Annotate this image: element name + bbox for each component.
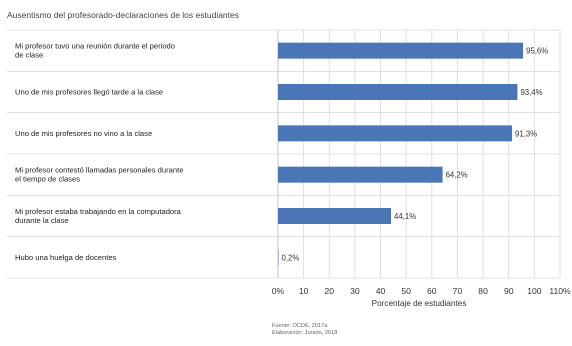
category-label-line: durante la clase — [15, 216, 69, 225]
bar — [278, 249, 279, 266]
x-tick-label: 60 — [427, 286, 437, 296]
x-tick-label: 110% — [549, 286, 571, 296]
category-label: Uno de mis profesores llegó tarde a la c… — [15, 88, 163, 97]
category-label-line: Hubo una huelga de docentes — [15, 253, 117, 262]
x-tick-label: 20 — [324, 286, 334, 296]
chart-title: Ausentismo del profesorado-declaraciones… — [7, 10, 239, 20]
data-label: 64,2% — [446, 171, 468, 180]
category-label: Hubo una huelga de docentes — [15, 253, 117, 262]
data-label: 91,3% — [515, 129, 537, 138]
category-label-line: Mi profesor tuvo una reunión durante el … — [15, 42, 175, 51]
category-label: Mi profesor contestó llamadas personales… — [15, 166, 183, 184]
data-label: 0,2% — [282, 253, 300, 262]
x-tick-label: 100 — [527, 286, 542, 296]
category-label: Mi profesor tuvo una reunión durante el … — [15, 42, 175, 60]
data-labels: 95,6% 93,4% 91,3% 64,2% 44,1% 0,2% — [282, 47, 549, 263]
category-labels: Mi profesor tuvo una reunión durante el … — [15, 42, 183, 262]
bar — [278, 42, 524, 59]
category-label-line: el tiempo de clases — [15, 175, 80, 184]
x-axis-ticks: 0% 10 20 30 40 50 60 70 80 90 100 110% — [272, 286, 571, 296]
x-tick-label: 10 — [299, 286, 309, 296]
bar — [278, 84, 518, 100]
data-label: 95,6% — [526, 47, 548, 56]
x-tick-label: 50 — [401, 286, 411, 296]
x-tick-label: 0% — [272, 286, 285, 296]
x-tick-label: 40 — [376, 286, 386, 296]
bar — [278, 208, 392, 224]
x-axis-title: Porcentaje de estudiantes — [372, 299, 467, 308]
category-label-line: Mi profesor estaba trabajando en la comp… — [15, 207, 182, 216]
bar — [278, 166, 443, 183]
category-label: Uno de mis profesores no vino a la clase — [15, 129, 152, 138]
category-label: Mi profesor estaba trabajando en la comp… — [15, 207, 182, 225]
x-tick-label: 70 — [453, 286, 463, 296]
source-note: Fuente: OCDE, 2017a Elaboración: Jurado,… — [272, 323, 337, 337]
category-label-line: Uno de mis profesores no vino a la clase — [15, 129, 152, 138]
source-line: Fuente: OCDE, 2017a — [272, 323, 328, 329]
source-line: Elaboración: Jurado, 2018 — [272, 330, 338, 337]
x-tick-label: 80 — [478, 286, 488, 296]
data-label: 93,4% — [520, 88, 542, 97]
bars — [278, 42, 524, 266]
category-label-line: Uno de mis profesores llegó tarde a la c… — [15, 88, 163, 97]
x-tick-label: 90 — [504, 286, 514, 296]
data-label: 44,1% — [394, 212, 416, 221]
bar — [278, 125, 513, 142]
row-separators — [7, 29, 560, 279]
category-label-line: Mi profesor contestó llamadas personales… — [15, 166, 183, 175]
category-label-line: de clase — [15, 51, 43, 60]
x-tick-label: 30 — [350, 286, 360, 296]
